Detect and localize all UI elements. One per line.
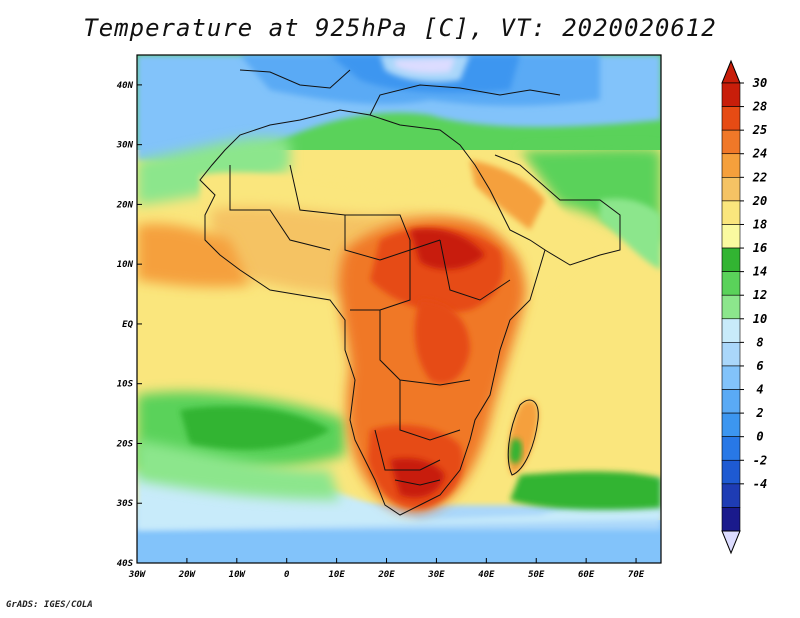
colorbar-segment (721, 271, 741, 296)
lat-tick-label: 20N (116, 200, 134, 210)
colorbar-label: 8 (756, 335, 763, 349)
colorbar-label: 24 (752, 147, 767, 161)
colorbar-segment (721, 483, 741, 508)
colorbar-segment (721, 224, 741, 249)
colorbar-segment (721, 82, 741, 107)
lat-tick-label: 30N (116, 141, 134, 151)
colorbar-segment (721, 436, 741, 461)
lat-tick-label: 20S (116, 439, 134, 449)
lat-tick-label: 40N (117, 81, 134, 91)
colorbar-segment (721, 507, 741, 532)
colorbar-label: 18 (753, 217, 767, 231)
map-frame (136, 54, 662, 564)
chart-title: Temperature at 925hPa [C], VT: 202002061… (83, 14, 717, 42)
colorbar-segment (721, 247, 741, 272)
colorbar-segment (721, 342, 741, 367)
lon-tick-label: 20E (377, 570, 395, 580)
lon-tick-label: 30W (128, 570, 147, 580)
colorbar-label: 12 (753, 288, 767, 302)
temperature-field (137, 55, 661, 563)
colorbar-label: 2 (755, 406, 763, 420)
colorbar-label: 28 (752, 100, 767, 114)
colorbar-label: 4 (756, 383, 763, 397)
footer-credit: GrADS: IGES/COLA (6, 600, 93, 610)
colorbar-label: -4 (753, 477, 767, 491)
colorbar-label: 0 (756, 430, 763, 444)
colorbar-label: 6 (756, 359, 763, 373)
lon-tick-label: 30E (427, 570, 445, 580)
colorbar-segment (721, 412, 741, 437)
lon-tick-label: 10W (229, 570, 247, 580)
colorbar-segment (721, 129, 741, 155)
colorbar-label: -2 (753, 453, 767, 467)
colorbar-segment (721, 389, 741, 414)
colorbar-min-triangle (721, 530, 741, 555)
colorbar-max-triangle (721, 59, 741, 84)
colorbar-segment (721, 365, 741, 390)
colorbar-label: 20 (752, 194, 767, 208)
lat-tick-label: 40S (117, 559, 134, 569)
colorbar-segment (721, 177, 741, 202)
lat-tick-label: 10S (117, 380, 134, 390)
longitude-axis: 30W 20W 10W 0 10E 20E 30E 40E 50E 60E 70E (128, 558, 645, 580)
colorbar-segment (721, 200, 741, 225)
colorbar-label: 25 (752, 123, 767, 137)
latitude-axis: 40N 30N 20N 10N EQ 10S 20S 30S 40S (116, 81, 142, 569)
lat-tick-label: 30S (116, 499, 134, 509)
lon-tick-label: 10E (328, 570, 345, 580)
lat-tick-label: EQ (122, 320, 133, 330)
colorbar-segment (721, 153, 741, 178)
colorbar-segment (721, 106, 741, 131)
colorbar-label: 22 (752, 170, 767, 184)
colorbar-label: 16 (753, 241, 767, 255)
lon-tick-label: 40E (478, 570, 495, 580)
colorbar-segment (721, 318, 741, 343)
colorbar-segment (721, 459, 741, 485)
colorbar-segment (721, 294, 741, 320)
lon-tick-label: 50E (528, 570, 545, 580)
lon-tick-label: 60E (578, 570, 595, 580)
lon-tick-label: 0 (284, 570, 290, 580)
colorbar-label: 10 (753, 312, 767, 326)
lat-tick-label: 10N (117, 260, 134, 270)
colorbar-label: 30 (752, 76, 767, 90)
lon-tick-label: 20W (178, 570, 197, 580)
lon-tick-label: 70E (628, 570, 645, 580)
colorbar-label: 14 (753, 265, 767, 279)
